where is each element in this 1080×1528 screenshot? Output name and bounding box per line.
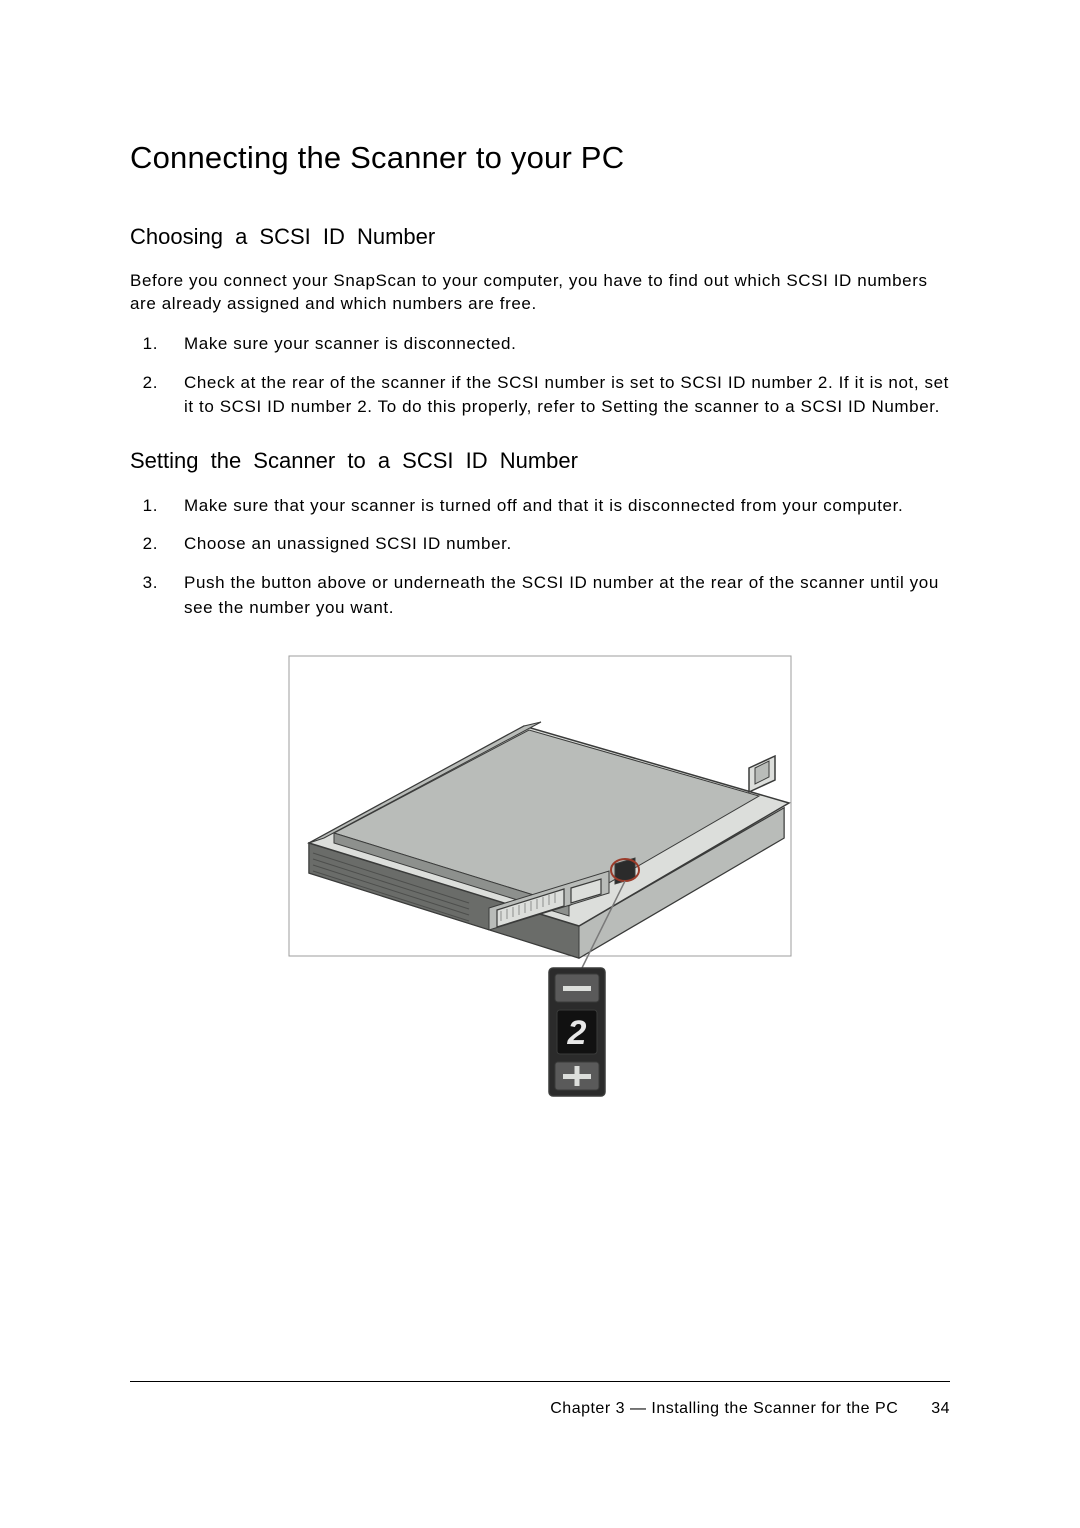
footer-chapter: Chapter 3 — Installing the Scanner for t… xyxy=(550,1400,898,1417)
section-heading-setting: Setting the Scanner to a SCSI ID Number xyxy=(130,448,950,474)
section2-list: Make sure that your scanner is turned of… xyxy=(130,494,950,621)
page-title: Connecting the Scanner to your PC xyxy=(130,140,950,176)
section1-list: Make sure your scanner is disconnected. … xyxy=(130,332,950,420)
list-item: Choose an unassigned SCSI ID number. xyxy=(174,532,950,557)
page-footer: Chapter 3 — Installing the Scanner for t… xyxy=(130,1381,950,1418)
list-item: Push the button above or underneath the … xyxy=(174,571,950,620)
footer-page-number: 34 xyxy=(931,1400,950,1418)
section1-intro: Before you connect your SnapScan to your… xyxy=(130,270,950,316)
svg-text:2: 2 xyxy=(567,1014,587,1052)
footer-rule xyxy=(130,1381,950,1382)
list-item: Make sure your scanner is disconnected. xyxy=(174,332,950,357)
section-heading-choosing: Choosing a SCSI ID Number xyxy=(130,224,950,250)
list-item: Check at the rear of the scanner if the … xyxy=(174,371,950,420)
list-item: Make sure that your scanner is turned of… xyxy=(174,494,950,519)
scanner-illustration: 2 xyxy=(279,648,801,1100)
scanner-figure: 2 xyxy=(279,648,801,1100)
